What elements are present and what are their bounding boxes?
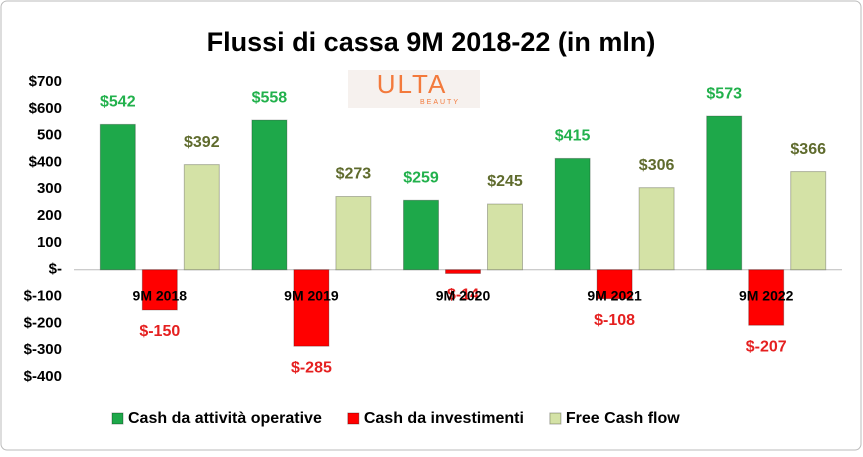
bar — [293, 269, 330, 347]
x-tick-label: 9M 2022 — [739, 287, 794, 303]
data-label: $542 — [100, 94, 136, 111]
data-label: $558 — [252, 89, 288, 106]
y-tick-label: $700 — [29, 73, 62, 90]
data-label: $273 — [336, 166, 372, 183]
y-tick-label: $400 — [29, 153, 62, 170]
bar — [403, 199, 439, 271]
bar — [554, 157, 591, 271]
bar — [251, 119, 288, 271]
bar — [445, 269, 481, 274]
data-label: $-150 — [139, 323, 180, 340]
bar — [706, 115, 743, 271]
y-tick-label: 200 — [37, 207, 62, 224]
y-tick-label: $-200 — [24, 314, 62, 331]
bar — [99, 123, 136, 271]
data-label: $-14 — [447, 287, 479, 304]
legend-label: Cash da investimenti — [364, 410, 524, 427]
legend-label: Cash da attività operative — [128, 410, 322, 427]
y-tick-label: $-400 — [24, 368, 62, 385]
data-label: $259 — [403, 169, 439, 186]
bar — [748, 269, 785, 326]
data-label: $415 — [555, 128, 591, 145]
data-label: $366 — [790, 141, 826, 158]
chart-title: Flussi di cassa 9M 2018-22 (in mln) — [207, 27, 656, 57]
data-label: $245 — [487, 173, 523, 190]
y-tick-label: 500 — [37, 127, 62, 144]
x-tick-label: 9M 2021 — [587, 287, 642, 303]
bar — [141, 269, 178, 311]
legend-swatch — [347, 412, 360, 425]
y-tick-label: $- — [49, 261, 62, 278]
legend-swatch — [111, 412, 124, 425]
bar — [596, 269, 633, 300]
x-tick-label: 9M 2019 — [284, 287, 339, 303]
x-tick-label: 9M 2020 — [436, 287, 491, 303]
x-tick-label: 9M 2018 — [133, 287, 188, 303]
legend-label: Free Cash flow — [566, 410, 680, 427]
data-label: $-285 — [291, 359, 332, 376]
y-tick-label: $-100 — [24, 288, 62, 305]
data-label: $306 — [639, 157, 675, 174]
logo-bg — [348, 70, 480, 108]
data-label: $392 — [184, 134, 220, 151]
y-tick-label: $600 — [29, 100, 62, 117]
data-label: $573 — [706, 85, 742, 102]
y-tick-label: 300 — [37, 180, 62, 197]
bar — [335, 196, 372, 271]
bar — [183, 164, 220, 271]
bar — [487, 203, 523, 271]
data-label: $-108 — [594, 312, 635, 329]
y-tick-label: 100 — [37, 234, 62, 251]
logo: ULTA BEAUTY — [348, 69, 480, 108]
logo-sub: BEAUTY — [420, 99, 460, 106]
legend-swatch — [549, 412, 562, 425]
data-label: $-207 — [746, 338, 787, 355]
logo-name: ULTA — [377, 69, 448, 99]
y-tick-label: $-300 — [24, 341, 62, 358]
bar — [790, 171, 827, 271]
bar — [638, 187, 675, 271]
